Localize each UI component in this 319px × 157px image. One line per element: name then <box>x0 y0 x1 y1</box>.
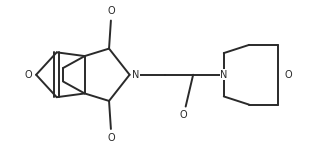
Text: N: N <box>220 70 227 80</box>
Text: O: O <box>107 133 115 143</box>
Text: O: O <box>107 6 115 16</box>
Text: N: N <box>132 70 140 80</box>
Text: O: O <box>180 110 188 120</box>
Text: O: O <box>25 70 33 80</box>
Text: O: O <box>285 70 292 80</box>
